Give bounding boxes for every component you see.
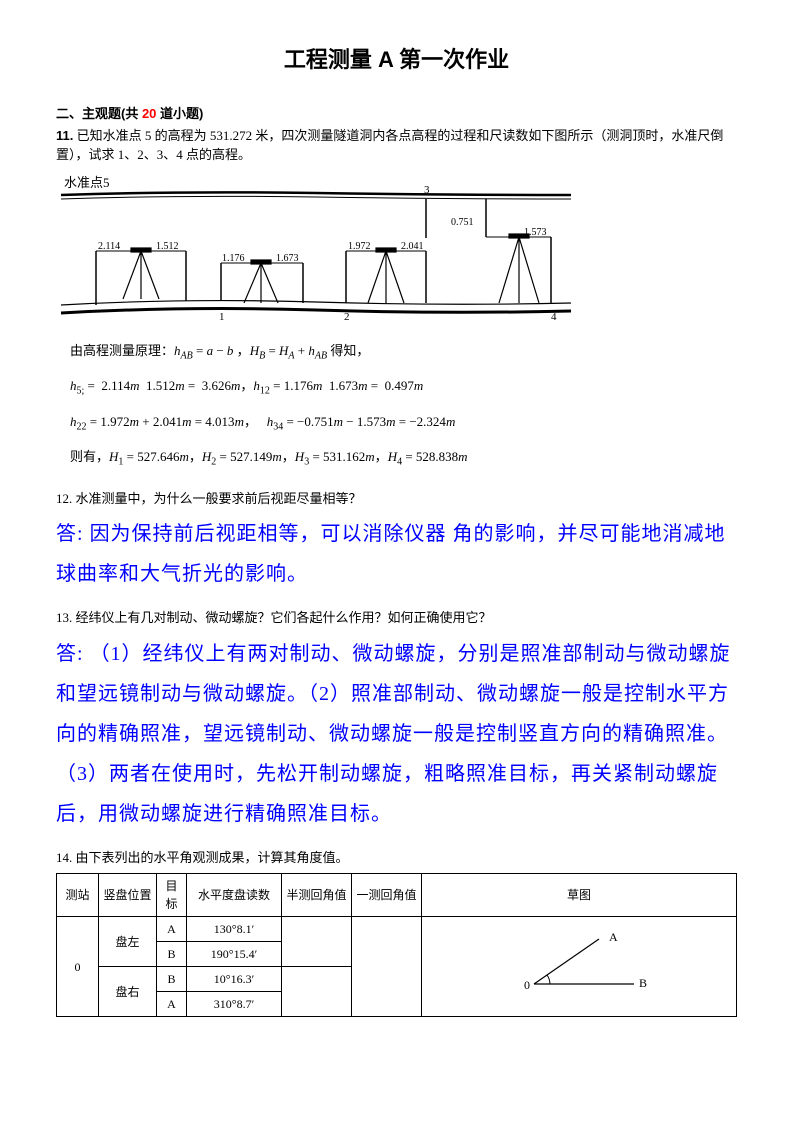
svg-text:1.972: 1.972 bbox=[348, 241, 371, 252]
svg-text:1: 1 bbox=[219, 311, 225, 323]
cell-reading: 10°16.3′ bbox=[187, 967, 282, 992]
section-suffix: 道小题) bbox=[156, 106, 203, 121]
question-count: 20 bbox=[142, 106, 156, 121]
cell-pos-right: 盘右 bbox=[99, 967, 157, 1017]
q12-number: 12. bbox=[56, 491, 72, 506]
q12-answer: 答: 因为保持前后视距相等，可以消除仪器 角的影响，并尽可能地消减地球曲率和大气… bbox=[56, 514, 737, 594]
question-12: 12. 水准测量中，为什么一般要求前后视距尽量相等？ bbox=[56, 489, 737, 509]
svg-text:0.751: 0.751 bbox=[451, 217, 474, 228]
table-row: 0 盘左 A 130°8.1′ A B 0 bbox=[57, 917, 737, 942]
cell-pos-left: 盘左 bbox=[99, 917, 157, 967]
section-prefix: 二、主观题(共 bbox=[56, 106, 142, 121]
answer-prefix: 答: bbox=[56, 643, 84, 665]
th-station: 测站 bbox=[57, 874, 99, 917]
page-title: 工程测量 A 第一次作业 bbox=[56, 43, 737, 76]
cell-station: 0 bbox=[57, 917, 99, 1017]
observation-table: 测站 竖盘位置 目标 水平度盘读数 半测回角值 一测回角值 草图 0 盘左 A … bbox=[56, 873, 737, 1017]
q11-number: 11. bbox=[56, 128, 73, 143]
sketch-label-0: 0 bbox=[524, 978, 530, 992]
section-header: 二、主观题(共 20 道小题) bbox=[56, 104, 737, 124]
th-full: 一测回角值 bbox=[352, 874, 422, 917]
cell-target: B bbox=[157, 967, 187, 992]
question-11: 11. 已知水准点 5 的高程为 531.272 米，四次测量隧道洞内各点高程的… bbox=[56, 126, 737, 165]
tunnel-diagram: 水准点5 2.1141.512 1.1761.673 1.9 bbox=[56, 173, 576, 323]
angle-sketch: A B 0 bbox=[504, 929, 654, 999]
q14-number: 14. bbox=[56, 850, 72, 865]
cell-target: B bbox=[157, 942, 187, 967]
svg-text:4: 4 bbox=[551, 311, 557, 323]
th-position: 竖盘位置 bbox=[99, 874, 157, 917]
svg-text:1.573: 1.573 bbox=[524, 227, 547, 238]
svg-text:2: 2 bbox=[344, 311, 350, 323]
cell-reading: 130°8.1′ bbox=[187, 917, 282, 942]
q12-text: 水准测量中，为什么一般要求前后视距尽量相等？ bbox=[72, 491, 361, 506]
question-14: 14. 由下表列出的水平角观测成果，计算其角度值。 bbox=[56, 848, 737, 868]
cell-target: A bbox=[157, 917, 187, 942]
svg-text:3: 3 bbox=[424, 184, 430, 196]
svg-text:1.673: 1.673 bbox=[276, 253, 299, 264]
q13-answer: 答: （1）经纬仪上有两对制动、微动螺旋，分别是照准部制动与微动螺旋和望远镜制动… bbox=[56, 634, 737, 834]
cell-full bbox=[352, 917, 422, 1017]
sketch-label-b: B bbox=[639, 976, 647, 990]
cell-half bbox=[282, 917, 352, 967]
q12-answer-text: 因为保持前后视距相等，可以消除仪器 角的影响，并尽可能地消减地球曲率和大气折光的… bbox=[56, 523, 726, 585]
th-half: 半测回角值 bbox=[282, 874, 352, 917]
answer-prefix: 答: bbox=[56, 523, 84, 545]
math-line-2: h5; = 2.114m 1.512m = 3.626m，h12 = 1.176… bbox=[70, 370, 737, 404]
q11-solution: 由高程测量原理：hAB = a − b ，HB = HA + hAB 得知， h… bbox=[70, 335, 737, 475]
math-line-3: h22 = 1.972m + 2.041m = 4.013m， h34 = −0… bbox=[70, 406, 737, 440]
th-sketch: 草图 bbox=[422, 874, 737, 917]
cell-sketch: A B 0 bbox=[422, 917, 737, 1017]
th-target: 目标 bbox=[157, 874, 187, 917]
table-header-row: 测站 竖盘位置 目标 水平度盘读数 半测回角值 一测回角值 草图 bbox=[57, 874, 737, 917]
cell-half bbox=[282, 967, 352, 1017]
sketch-label-a: A bbox=[609, 930, 618, 944]
cell-reading: 310°8.7′ bbox=[187, 992, 282, 1017]
q13-number: 13. bbox=[56, 610, 72, 625]
q14-text: 由下表列出的水平角观测成果，计算其角度值。 bbox=[72, 850, 348, 865]
math-line-4: 则有，H1 = 527.646m，H2 = 527.149m，H3 = 531.… bbox=[70, 441, 737, 475]
svg-text:2.114: 2.114 bbox=[98, 241, 120, 252]
svg-text:1.512: 1.512 bbox=[156, 241, 179, 252]
question-13: 13. 经纬仪上有几对制动、微动螺旋？它们各起什么作用？如何正确使用它？ bbox=[56, 608, 737, 628]
cell-reading: 190°15.4′ bbox=[187, 942, 282, 967]
bm5-label: 水准点5 bbox=[64, 175, 110, 190]
cell-target: A bbox=[157, 992, 187, 1017]
q13-text: 经纬仪上有几对制动、微动螺旋？它们各起什么作用？如何正确使用它？ bbox=[72, 610, 491, 625]
math-line-1: 由高程测量原理：hAB = a − b ，HB = HA + hAB 得知， bbox=[70, 335, 737, 369]
q13-answer-text: （1）经纬仪上有两对制动、微动螺旋，分别是照准部制动与微动螺旋和望远镜制动与微动… bbox=[56, 643, 731, 825]
q11-text: 已知水准点 5 的高程为 531.272 米，四次测量隧道洞内各点高程的过程和尺… bbox=[56, 128, 723, 163]
svg-text:1.176: 1.176 bbox=[222, 253, 245, 264]
svg-text:2.041: 2.041 bbox=[401, 241, 424, 252]
th-reading: 水平度盘读数 bbox=[187, 874, 282, 917]
